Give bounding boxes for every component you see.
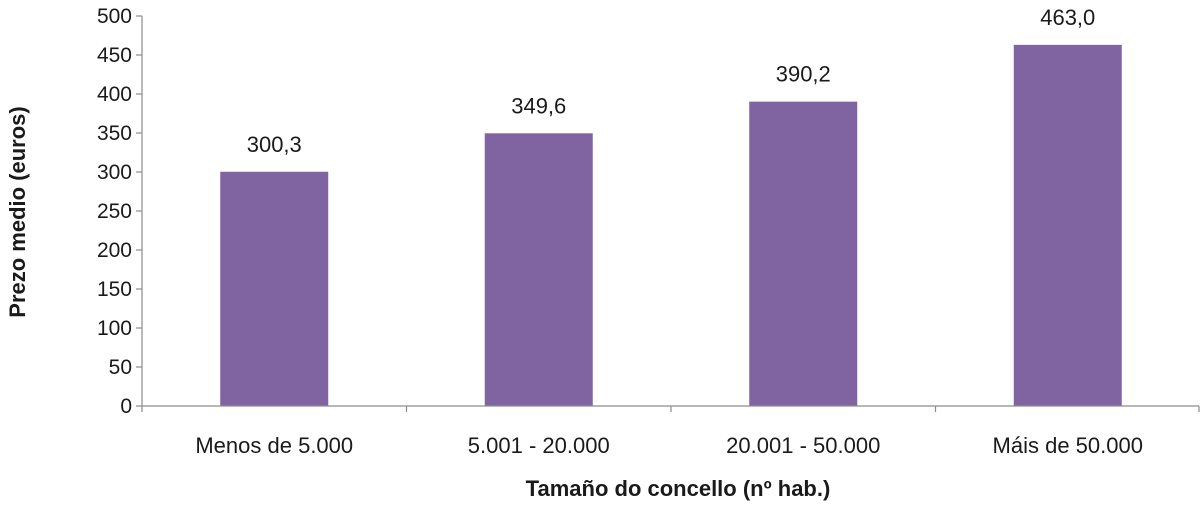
bar (220, 171, 329, 406)
y-tick-label: 450 (97, 44, 132, 67)
bar-value-label: 349,6 (511, 93, 566, 118)
bar (1013, 44, 1122, 407)
bar-value-label: 300,3 (247, 132, 302, 157)
x-axis-title: Tamaño do concello (nº hab.) (526, 476, 831, 501)
bar (749, 101, 858, 407)
y-tick-label: 200 (97, 239, 132, 262)
y-tick-label: 500 (97, 5, 132, 28)
category-label: Máis de 50.000 (993, 433, 1143, 458)
y-tick-label: 400 (97, 83, 132, 106)
y-tick-label: 100 (97, 317, 132, 340)
y-axis-title: Prezo medio (euros) (5, 106, 30, 317)
bar-value-label: 390,2 (776, 62, 831, 87)
category-label: 20.001 - 50.000 (726, 433, 880, 458)
axes (141, 16, 1200, 412)
bars (220, 44, 1122, 407)
y-tick-label: 300 (97, 161, 132, 184)
y-axis-ticks: 0 50 100 150 200 250 300 350 400 450 500 (97, 5, 142, 418)
bar (484, 133, 593, 406)
category-label: Menos de 5.000 (195, 433, 353, 458)
y-tick-label: 150 (97, 278, 132, 301)
category-label: 5.001 - 20.000 (468, 433, 610, 458)
category-labels: Menos de 5.000 5.001 - 20.000 20.001 - 50.… (195, 433, 1143, 458)
y-tick-label: 0 (120, 395, 132, 418)
y-tick-label: 250 (97, 200, 132, 223)
y-tick-label: 50 (109, 356, 132, 379)
bar-value-label: 463,0 (1040, 5, 1095, 30)
y-tick-label: 350 (97, 122, 132, 145)
data-labels: 300,3 349,6 390,2 463,0 (247, 5, 1096, 157)
